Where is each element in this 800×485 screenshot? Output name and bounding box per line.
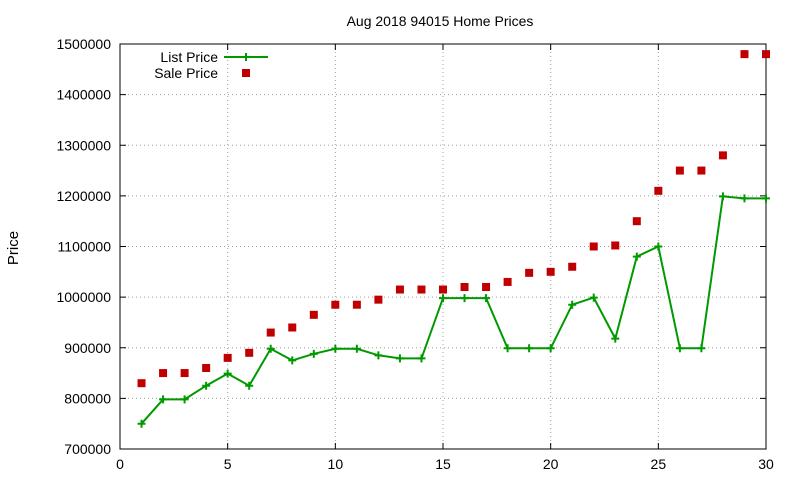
list-price-line	[140, 195, 766, 425]
x-tick-label: 0	[116, 456, 124, 472]
y-tick-label: 1000000	[56, 289, 111, 305]
list-price-point	[460, 294, 469, 303]
y-tick-label: 700000	[64, 441, 111, 457]
sale-price-point	[632, 217, 641, 226]
sale-price-point	[718, 151, 727, 160]
y-tick-label: 1100000	[58, 239, 112, 255]
sale-price-point	[697, 166, 706, 175]
grid-lines	[120, 44, 766, 449]
sale-price-point	[331, 300, 340, 309]
sale-price-point	[202, 364, 211, 372]
list-price-point	[568, 300, 577, 309]
sale-price-point	[223, 353, 232, 362]
sale-price-point	[374, 295, 383, 304]
list-price-point	[546, 344, 555, 353]
sale-price-point	[159, 369, 168, 378]
sale-price-point	[417, 285, 426, 294]
list-price-point	[718, 192, 727, 201]
sale-price-point	[180, 369, 189, 378]
x-tick-label: 25	[651, 456, 667, 472]
sale-price-point	[482, 283, 491, 291]
legend-marker-swatch	[242, 69, 250, 77]
list-price-point	[288, 356, 297, 365]
list-price-point	[309, 349, 318, 358]
list-price-point	[697, 344, 706, 353]
plot-border	[119, 43, 767, 450]
list-price-point	[352, 344, 361, 353]
list-price-point	[417, 354, 426, 363]
sale-price-point	[762, 50, 770, 59]
sale-price-point	[288, 323, 297, 332]
list-price-point	[589, 293, 598, 302]
data-series	[137, 50, 770, 428]
sale-price-point	[525, 268, 534, 277]
legend-marker-swatch	[242, 53, 250, 61]
list-price-point	[159, 395, 168, 404]
list-price-point	[266, 344, 275, 353]
y-tick-label: 1300000	[56, 137, 111, 153]
sale-price-point	[245, 348, 254, 357]
list-price-point	[762, 194, 770, 203]
y-axis-label: Price	[5, 231, 22, 265]
x-tick-label: 15	[435, 456, 451, 472]
list-price-point	[202, 381, 211, 390]
list-price-point	[439, 294, 447, 303]
list-price-point	[654, 242, 663, 251]
sale-price-point	[568, 262, 577, 271]
sale-price-point	[460, 283, 469, 291]
y-tick-label: 1500000	[56, 36, 111, 52]
list-price-point	[611, 334, 620, 343]
chart-title: Aug 2018 94015 Home Prices	[347, 13, 534, 29]
list-price-point	[223, 369, 232, 378]
list-price-point	[374, 351, 383, 360]
list-price-point	[525, 344, 534, 353]
sale-price-point	[137, 379, 146, 388]
sale-price-point	[675, 166, 684, 175]
sale-price-point	[503, 277, 512, 286]
list-price-point	[137, 419, 146, 428]
list-price-point	[245, 381, 254, 390]
list-price-point	[482, 294, 491, 303]
x-tick-label: 5	[224, 456, 232, 472]
sale-price-point	[654, 186, 663, 195]
list-price-point	[180, 395, 189, 404]
y-tick-label: 800000	[64, 390, 111, 406]
sale-price-point	[352, 300, 361, 309]
sale-price-point	[309, 310, 318, 319]
list-price-point	[632, 252, 641, 261]
list-price-point	[331, 344, 340, 353]
x-tick-label: 10	[328, 456, 344, 472]
tick-labels: 700000 800000 900000 1000000 1100000 1200000 1…	[56, 36, 774, 472]
list-price-point	[740, 194, 749, 203]
sale-price-point	[611, 241, 620, 250]
y-tick-label: 1200000	[56, 188, 111, 204]
sale-price-point	[266, 328, 275, 337]
list-price-point	[675, 344, 684, 353]
sale-price-point	[740, 50, 749, 59]
y-tick-label: 900000	[64, 340, 111, 356]
x-tick-label: 20	[543, 456, 559, 472]
list-price-point	[503, 344, 512, 353]
x-tick-label: 30	[758, 456, 774, 472]
sale-price-point	[589, 242, 598, 251]
sale-price-point	[546, 267, 555, 276]
list-price-point	[395, 354, 404, 363]
sale-price-point	[439, 285, 447, 294]
y-tick-label: 1400000	[56, 87, 111, 103]
legend-label: Sale Price	[154, 65, 218, 81]
legend-label: List Price	[160, 49, 218, 65]
sale-price-point	[395, 285, 404, 294]
